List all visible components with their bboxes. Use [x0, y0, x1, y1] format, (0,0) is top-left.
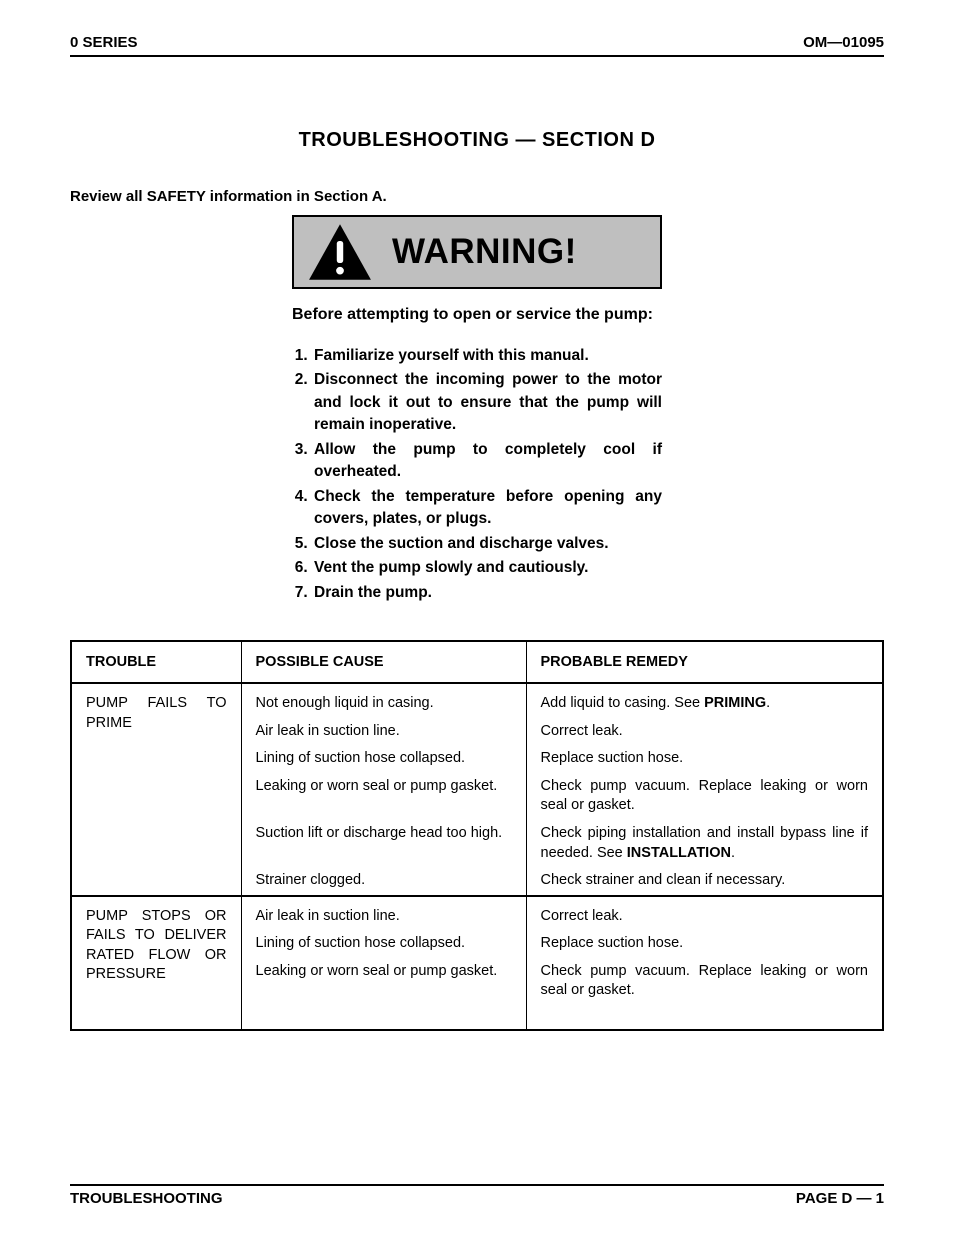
remedy-cell: Check pump vacuum. Replace leaking or wo…	[526, 773, 883, 820]
th-remedy: PROBABLE REMEDY	[526, 641, 883, 683]
cause-cell: Strainer clogged.	[241, 867, 526, 896]
warning-intro: Before attempting to open or service the…	[292, 303, 662, 327]
remedy-text: .	[731, 845, 735, 861]
warning-item: Drain the pump.	[312, 582, 662, 604]
remedy-text: Correct leak.	[541, 908, 623, 924]
cause-cell: Lining of suction hose collapsed.	[241, 930, 526, 958]
remedy-cell: Replace suction hose.	[526, 745, 883, 773]
table-row: PUMP STOPS OR FAILS TO DELIVER RATED FLO…	[71, 896, 883, 931]
warning-item: Vent the pump slowly and cautiously.	[312, 557, 662, 579]
cause-cell: Leaking or worn seal or pump gasket.	[241, 958, 526, 1030]
remedy-cell: Correct leak.	[526, 718, 883, 746]
trouble-cell: PUMP FAILS TO PRIME	[71, 683, 241, 896]
cause-cell: Not enough liquid in casing.	[241, 683, 526, 718]
th-cause: POSSIBLE CAUSE	[241, 641, 526, 683]
warning-item: Check the temperature before opening any…	[312, 486, 662, 531]
remedy-text: Replace suction hose.	[541, 750, 684, 766]
remedy-cell: Check piping installation and install by…	[526, 820, 883, 867]
remedy-text: .	[766, 695, 770, 711]
review-line: Review all SAFETY information in Section…	[70, 188, 884, 205]
header-left: 0 SERIES	[70, 34, 138, 51]
remedy-cell: Check pump vacuum. Replace leaking or wo…	[526, 958, 883, 1030]
remedy-text: Replace suction hose.	[541, 935, 684, 951]
troubleshooting-table: TROUBLE POSSIBLE CAUSE PROBABLE REMEDY P…	[70, 640, 884, 1031]
page-title: TROUBLESHOOTING — SECTION D	[70, 129, 884, 152]
table-header-row: TROUBLE POSSIBLE CAUSE PROBABLE REMEDY	[71, 641, 883, 683]
table-row: PUMP FAILS TO PRIME Not enough liquid in…	[71, 683, 883, 718]
remedy-text: Add liquid to casing. See	[541, 695, 705, 711]
remedy-text: Correct leak.	[541, 723, 623, 739]
warning-box: WARNING!	[292, 215, 662, 289]
cause-cell: Leaking or worn seal or pump gasket.	[241, 773, 526, 820]
remedy-cell: Check strainer and clean if necessary.	[526, 867, 883, 896]
cause-cell: Suction lift or discharge head too high.	[241, 820, 526, 867]
page: 0 SERIES OM—01095 TROUBLESHOOTING — SECT…	[0, 0, 954, 1235]
remedy-cell: Add liquid to casing. See PRIMING.	[526, 683, 883, 718]
header-right: OM—01095	[803, 34, 884, 51]
footer-bar: TROUBLESHOOTING PAGE D — 1	[70, 1184, 884, 1207]
remedy-text: Check pump vacuum. Replace leaking or wo…	[541, 963, 869, 999]
remedy-bold: INSTALLATION	[627, 845, 731, 861]
warning-list: Familiarize yourself with this manual. D…	[292, 345, 662, 604]
remedy-text: Check strainer and clean if necessary.	[541, 872, 786, 888]
footer-right: PAGE D — 1	[796, 1190, 884, 1207]
remedy-cell: Correct leak.	[526, 896, 883, 931]
th-trouble: TROUBLE	[71, 641, 241, 683]
warning-item: Close the suction and discharge valves.	[312, 533, 662, 555]
remedy-text: Check pump vacuum. Replace leaking or wo…	[541, 778, 869, 814]
warning-item: Familiarize yourself with this manual.	[312, 345, 662, 367]
warning-triangle-icon	[306, 223, 374, 281]
footer-left: TROUBLESHOOTING	[70, 1190, 223, 1207]
warning-label: WARNING!	[392, 232, 577, 272]
cause-cell: Lining of suction hose collapsed.	[241, 745, 526, 773]
remedy-bold: PRIMING	[704, 695, 766, 711]
trouble-cell: PUMP STOPS OR FAILS TO DELIVER RATED FLO…	[71, 896, 241, 1030]
header-bar: 0 SERIES OM—01095	[70, 34, 884, 57]
warning-block: WARNING! Before attempting to open or se…	[292, 215, 662, 606]
cause-cell: Air leak in suction line.	[241, 718, 526, 746]
warning-item: Disconnect the incoming power to the mot…	[312, 369, 662, 436]
remedy-cell: Replace suction hose.	[526, 930, 883, 958]
warning-item: Allow the pump to completely cool if ove…	[312, 439, 662, 484]
cause-cell: Air leak in suction line.	[241, 896, 526, 931]
